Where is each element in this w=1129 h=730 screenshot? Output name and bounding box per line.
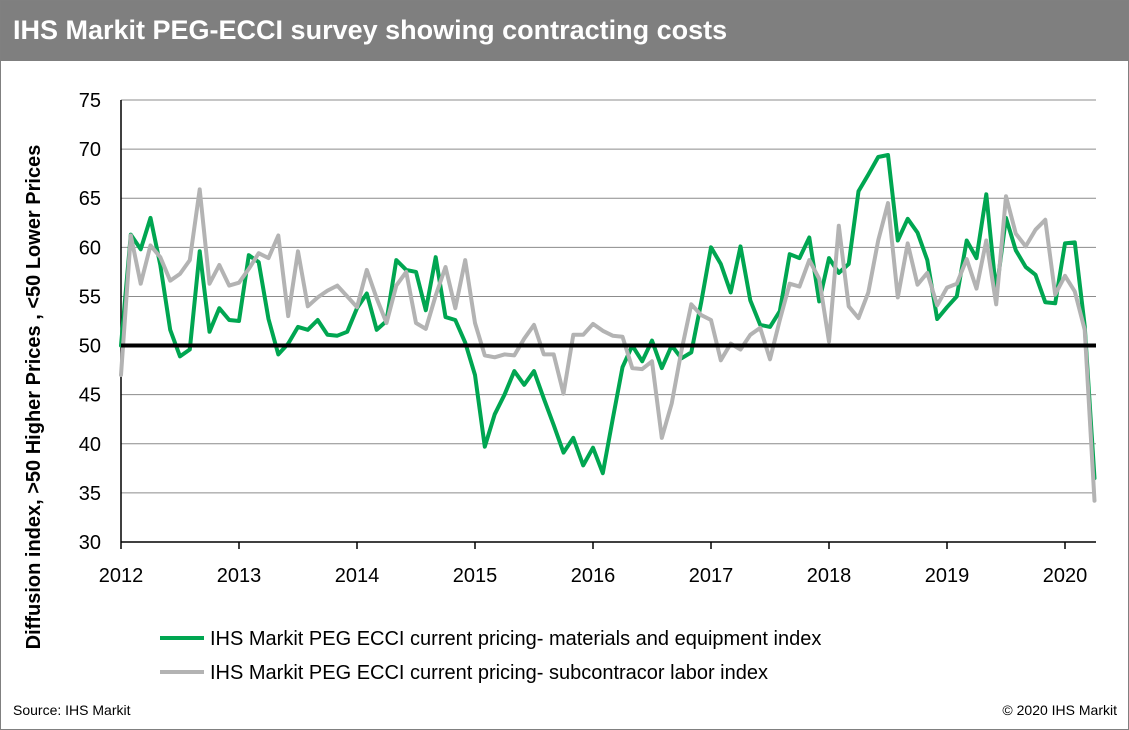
x-tick-labels: 2012 2013 2014 2015 2016 2017 2018 2019 2020 <box>99 565 1088 587</box>
y-tick-label: 65 <box>79 188 101 210</box>
series-line-labor <box>119 187 1097 503</box>
axes <box>120 100 1096 549</box>
y-tick-label: 45 <box>79 385 101 407</box>
y-tick-label: 40 <box>79 434 101 456</box>
y-tick-labels: 30 35 40 45 50 55 60 65 70 75 <box>79 90 101 554</box>
y-tick-label: 75 <box>79 90 101 112</box>
x-tick-label: 2017 <box>689 565 734 587</box>
title-bar: IHS Markit PEG-ECCI survey showing contr… <box>1 1 1128 61</box>
series-line-materials <box>119 153 1097 481</box>
y-tick-label: 50 <box>79 336 101 358</box>
x-tick-label: 2014 <box>335 565 380 587</box>
legend-label-labor: IHS Markit PEG ECCI current pricing- sub… <box>210 662 768 684</box>
chart-title: IHS Markit PEG-ECCI survey showing contr… <box>13 15 728 45</box>
x-tick-label: 2018 <box>807 565 852 587</box>
source-note: Source: IHS Markit <box>13 702 131 718</box>
x-tick-label: 2015 <box>453 565 498 587</box>
y-tick-label: 30 <box>79 532 101 554</box>
x-tick-label: 2016 <box>571 565 616 587</box>
x-tick-label: 2019 <box>925 565 970 587</box>
x-tick-label: 2013 <box>217 565 262 587</box>
legend-label-materials: IHS Markit PEG ECCI current pricing- mat… <box>210 628 821 650</box>
y-tick-label: 60 <box>79 237 101 259</box>
series-lines <box>119 153 1097 503</box>
y-tick-label: 35 <box>79 483 101 505</box>
x-tick-label: 2020 <box>1043 565 1088 587</box>
x-tick-label: 2012 <box>99 565 144 587</box>
legend: IHS Markit PEG ECCI current pricing- mat… <box>160 628 821 684</box>
y-tick-label: 55 <box>79 286 101 308</box>
y-axis-label: Diffusion index, >50 Higher Prices , <50… <box>23 145 45 650</box>
copyright-note: © 2020 IHS Markit <box>1002 702 1117 718</box>
y-tick-label: 70 <box>79 139 101 161</box>
